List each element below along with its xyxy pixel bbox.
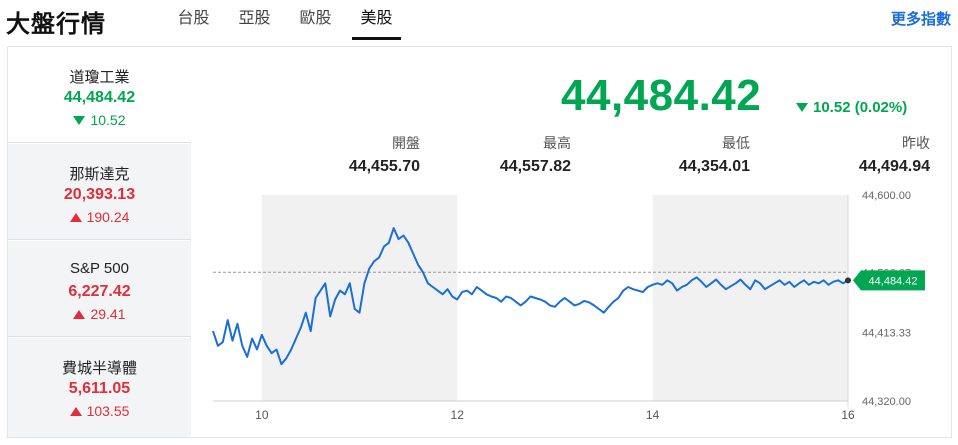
price-line <box>212 227 849 366</box>
stat-value: 44,494.94 <box>858 158 930 175</box>
index-change: 103.55 <box>8 403 191 419</box>
price-change-value: 10.52 (0.02%) <box>813 99 908 116</box>
triangle-down-icon <box>73 116 86 125</box>
triangle-up-icon <box>73 310 86 319</box>
tab-taiwan[interactable]: 台股 <box>177 10 210 27</box>
triangle-down-icon <box>796 103 808 112</box>
triangle-up-icon <box>69 407 82 416</box>
shaded-hour-band <box>652 195 848 401</box>
index-name: 費城半導體 <box>61 360 137 377</box>
index-price: 5,611.05 <box>68 380 131 397</box>
index-change: 190.24 <box>8 209 191 225</box>
index-price: 20,393.13 <box>63 186 136 203</box>
x-tick-label: 14 <box>646 408 660 422</box>
sidebar-item-nasdaq[interactable]: 那斯達克 20,393.13 190.24 <box>8 144 191 240</box>
current-price-tag <box>853 270 925 291</box>
tab-us[interactable]: 美股 <box>346 0 407 40</box>
stat-label: 開盤 <box>392 135 420 151</box>
index-sidebar: 道瓊工業 44,484.42 10.52 那斯達克 20,393.13 190.… <box>8 47 191 437</box>
stat-label: 最低 <box>722 135 750 151</box>
index-change-value: 29.41 <box>90 306 126 322</box>
page-title: 大盤行情 <box>6 11 106 38</box>
shaded-hour-band <box>261 195 458 401</box>
market-tabs: 台股 亞股 歐股 美股 <box>163 0 407 40</box>
index-change-value: 190.24 <box>86 209 130 225</box>
sidebar-item-sp500[interactable]: S&P 500 6,227.42 29.41 <box>8 241 191 337</box>
index-change-value: 10.52 <box>90 112 126 128</box>
x-tick-label: 16 <box>841 408 855 422</box>
market-panel: 道瓊工業 44,484.42 10.52 那斯達克 20,393.13 190.… <box>7 46 952 438</box>
x-tick-label: 10 <box>255 408 269 422</box>
index-price: 6,227.42 <box>68 283 131 300</box>
current-price: 44,484.42 <box>561 71 762 120</box>
x-tick-label: 12 <box>451 408 465 422</box>
stat-high: 最高 44,557.82 <box>411 133 571 176</box>
stat-value: 44,557.82 <box>499 158 571 175</box>
stat-prev-close: 昨收 44,494.94 <box>770 133 930 176</box>
y-tick-label: 44,413.33 <box>862 327 911 339</box>
last-point-marker <box>845 277 851 284</box>
current-price-tag-label: 44,484.42 <box>869 275 918 287</box>
tab-asia[interactable]: 亞股 <box>238 10 271 27</box>
triangle-up-icon <box>69 213 82 222</box>
sidebar-item-dow[interactable]: 道瓊工業 44,484.42 10.52 <box>8 47 191 143</box>
index-change-value: 103.55 <box>86 403 130 419</box>
index-name: 道瓊工業 <box>69 69 130 86</box>
stat-open: 開盤 44,455.70 <box>260 133 420 176</box>
index-price: 44,484.42 <box>63 89 136 106</box>
stat-label: 最高 <box>543 135 571 151</box>
y-tick-label: 44,600.00 <box>862 190 911 202</box>
stat-label: 昨收 <box>902 135 930 151</box>
index-change: 29.41 <box>8 306 191 322</box>
price-change: 10.52 (0.02%) <box>796 99 907 116</box>
stat-low: 最低 44,354.01 <box>590 133 750 176</box>
index-name: S&P 500 <box>70 260 129 277</box>
stat-value: 44,455.70 <box>348 158 420 175</box>
more-indices-link[interactable]: 更多指數 <box>890 11 951 28</box>
intraday-chart: 44,506.6744,484.4244,600.0044,413.3344,3… <box>212 190 925 422</box>
stat-value: 44,354.01 <box>678 158 750 175</box>
y-tick-label: 44,320.00 <box>862 396 911 408</box>
index-change: 10.52 <box>8 112 191 128</box>
index-name: 那斯達克 <box>69 166 130 183</box>
tab-europe[interactable]: 歐股 <box>299 10 332 27</box>
sidebar-item-sox[interactable]: 費城半導體 5,611.05 103.55 <box>8 338 191 437</box>
